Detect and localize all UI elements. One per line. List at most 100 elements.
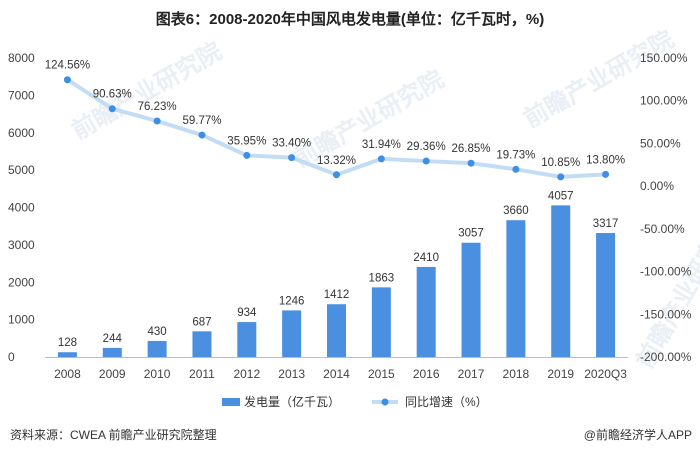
growth-value-label: 26.85% (452, 143, 491, 155)
bar-2020Q3 (596, 233, 616, 357)
x-axis-tick-label: 2011 (189, 367, 215, 381)
x-axis-tick-label: 2015 (368, 367, 395, 381)
left-axis-tick-label: 0 (8, 350, 15, 364)
growth-point-2020Q3 (602, 170, 610, 178)
bar-value-label: 244 (103, 333, 123, 345)
right-axis-tick-label: -100.00% (640, 265, 692, 279)
right-axis-tick-label: -150.00% (640, 307, 692, 321)
legend: 发电量（亿千瓦） 同比增速（%） (222, 394, 488, 409)
bar-value-label: 1246 (279, 295, 305, 307)
left-axis-tick-label: 2000 (8, 275, 35, 289)
growth-value-label: 29.36% (407, 141, 446, 153)
bar-2008 (57, 352, 77, 357)
growth-value-label: 13.80% (586, 154, 625, 166)
growth-point-2017 (467, 159, 475, 167)
growth-point-2013 (288, 154, 296, 162)
bar-2018 (506, 220, 526, 357)
x-axis-tick-label: 2017 (458, 367, 485, 381)
legend-bar-label: 发电量（亿千瓦） (244, 394, 340, 409)
growth-point-2012 (243, 151, 251, 159)
x-axis-tick-label: 2014 (323, 367, 350, 381)
growth-value-label: 59.77% (182, 115, 221, 127)
x-axis-tick-label: 2016 (413, 367, 440, 381)
line-value-labels: 124.56% 90.63% 76.23% 59.77% 35.95% 33.40% 13.… (45, 60, 625, 169)
growth-value-label: 10.85% (541, 157, 580, 169)
x-axis-tick-label: 2018 (503, 367, 530, 381)
legend-line-label: 同比增速（%） (405, 395, 488, 409)
x-axis-tick-label: 2013 (278, 367, 305, 381)
x-axis-tick-label: 2020Q3 (584, 367, 627, 381)
bar-2014 (327, 304, 346, 357)
growth-point-2016 (422, 157, 430, 165)
left-axis-tick-label: 6000 (8, 126, 35, 140)
x-axis-tick-label: 2012 (233, 367, 260, 381)
right-axis-tick-label: 150.00% (640, 51, 688, 65)
bar-2016 (416, 266, 436, 357)
legend-bar-swatch (222, 398, 240, 406)
bar-value-labels: 128 244 430 687 934 1246 1412 1863 2410 3057 3660 4… (58, 190, 619, 349)
bar-value-label: 3057 (458, 228, 484, 240)
watermark-text: 前瞻产业研究院 (289, 65, 448, 173)
right-axis-tick-label: 50.00% (640, 136, 681, 150)
growth-point-2008 (63, 76, 71, 84)
legend-line-marker (381, 398, 389, 406)
right-axis-tick-label: 100.00% (640, 94, 688, 108)
growth-value-label: 33.40% (272, 138, 311, 150)
left-axis-tick-label: 7000 (8, 88, 35, 102)
growth-point-2018 (512, 165, 520, 173)
growth-value-label: 13.32% (317, 155, 356, 167)
growth-point-2010 (153, 117, 161, 125)
right-axis-tick-label: -50.00% (640, 222, 685, 236)
x-axis-tick-label: 2008 (54, 367, 81, 381)
left-axis-tick-label: 4000 (8, 201, 35, 215)
bar-2017 (461, 242, 481, 357)
bar-value-label: 3660 (503, 205, 529, 217)
growth-value-label: 76.23% (138, 101, 177, 113)
right-axis: -200.00% -150.00% -100.00% -50.00% 0.00% 50.0… (640, 51, 692, 364)
growth-point-2014 (333, 171, 340, 179)
left-axis-tick-label: 5000 (8, 163, 35, 177)
bar-value-label: 1863 (369, 272, 395, 284)
left-axis-tick-label: 1000 (8, 313, 35, 327)
bar-2015 (371, 287, 391, 357)
bar-value-label: 3317 (593, 218, 619, 230)
x-axis-tick-label: 2010 (144, 367, 171, 381)
bar-value-label: 430 (148, 326, 167, 338)
growth-value-label: 90.63% (93, 89, 132, 101)
bar-series (57, 205, 616, 357)
left-axis-tick-label: 8000 (8, 51, 35, 65)
growth-value-label: 31.94% (362, 139, 401, 151)
bar-value-label: 4057 (548, 190, 574, 202)
bar-value-label: 934 (237, 307, 257, 319)
bar-2013 (282, 310, 302, 357)
watermark-text: 前瞻产业研究院 (67, 37, 226, 145)
bar-value-label: 2410 (413, 252, 439, 264)
credit-note: @前瞻经济学人APP (583, 428, 692, 442)
bar-value-label: 687 (192, 316, 211, 328)
growth-point-2011 (198, 131, 206, 139)
right-axis-tick-label: -200.00% (640, 350, 692, 364)
watermark-text: 前瞻产业研究院 (519, 25, 678, 133)
x-axis-tick-label: 2009 (99, 367, 126, 381)
growth-point-2019 (557, 173, 565, 181)
bar-2009 (102, 347, 122, 357)
left-axis-tick-label: 3000 (8, 238, 35, 252)
growth-value-label: 19.73% (496, 149, 535, 161)
growth-point-2009 (108, 105, 116, 113)
source-note: 资料来源：CWEA 前瞻产业研究院整理 (10, 428, 217, 442)
bar-2012 (237, 322, 257, 357)
growth-value-label: 35.95% (227, 135, 266, 147)
line-series (63, 76, 610, 181)
growth-point-2015 (377, 155, 385, 163)
bar-2010 (147, 340, 167, 357)
bar-value-label: 128 (58, 337, 77, 349)
x-axis: 2008 2009 2010 2011 2012 2013 2014 2015 2016 2017… (45, 357, 628, 381)
bar-2019 (551, 205, 571, 357)
bar-value-label: 1412 (324, 289, 350, 301)
chart-title: 图表6：2008-2020年中国风电发电量(单位：亿千瓦时，%) (155, 11, 545, 28)
right-axis-tick-label: 0.00% (640, 179, 674, 193)
bar-2011 (192, 331, 212, 357)
x-axis-tick-label: 2019 (547, 367, 574, 381)
growth-value-label: 124.56% (45, 60, 90, 72)
